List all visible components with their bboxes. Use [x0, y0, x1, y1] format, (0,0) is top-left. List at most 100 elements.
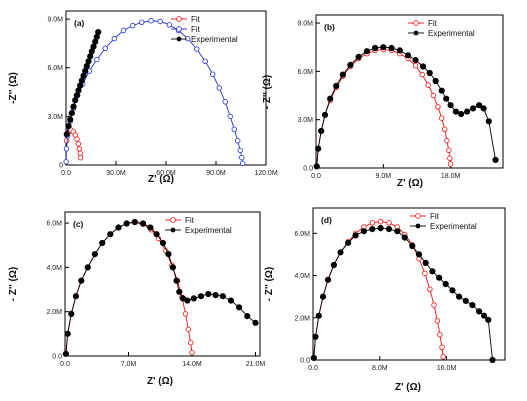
data-point: [422, 259, 429, 266]
plot-frame: [64, 211, 261, 357]
y-tick-label: 4.0M: [294, 273, 310, 280]
data-point: [330, 261, 337, 269]
data-point: [239, 160, 246, 167]
data-point: [315, 312, 322, 319]
data-point: [485, 118, 492, 125]
data-point: [427, 286, 433, 292]
data-point: [443, 95, 450, 102]
data-point: [227, 297, 235, 304]
data-point: [63, 137, 70, 144]
legend-entry: Experimental: [430, 222, 477, 231]
data-point: [222, 99, 228, 105]
chart-panel-2: 0.0 9.0M 18.0M 0.0 3.0M 6.0M 9.0M Z' (Ω) - Z'' (…: [262, 14, 504, 189]
data-point: [227, 113, 233, 120]
legend-entry: Experimental: [191, 35, 238, 44]
data-point: [194, 46, 200, 52]
data-point: [219, 293, 226, 300]
x-tick-label: 0.0: [60, 361, 70, 368]
x-tick-label: 0.0: [308, 365, 318, 372]
data-point: [431, 302, 437, 308]
data-point: [447, 155, 453, 161]
data-point: [68, 110, 75, 117]
panel-label: (c): [73, 219, 84, 229]
y-axis-label: - Z'' (Ω): [262, 75, 273, 109]
data-point: [244, 313, 251, 320]
data-point: [452, 108, 459, 115]
data-point: [239, 154, 245, 161]
data-point: [333, 82, 340, 90]
data-point: [401, 234, 408, 241]
data-point: [65, 123, 72, 130]
data-point: [476, 102, 483, 109]
data-point: [355, 53, 362, 61]
data-point: [439, 344, 445, 350]
legend-entry: Fit: [191, 25, 201, 34]
data-point: [182, 311, 189, 317]
y-axis-label: -Z'' (Ω): [8, 72, 19, 104]
data-point: [111, 35, 117, 42]
series-fit-red: [311, 218, 446, 361]
data-point: [442, 126, 448, 132]
x-axis-label: Z' (Ω): [148, 174, 174, 185]
data-point: [231, 126, 237, 132]
series-exp: [63, 28, 102, 138]
data-point: [425, 82, 431, 88]
legend-marker: [170, 227, 176, 233]
data-point: [327, 95, 334, 102]
x-axis-label: Z' (Ω): [395, 382, 421, 393]
data-point: [312, 333, 319, 340]
series-line: [316, 49, 452, 167]
data-point: [415, 251, 423, 258]
data-point: [409, 242, 416, 250]
data-point: [185, 326, 191, 333]
legend-marker: [176, 36, 182, 42]
data-point: [72, 293, 80, 300]
x-tick-label: 0.0: [61, 170, 71, 177]
y-tick-label: 0.0: [300, 358, 310, 365]
data-point: [131, 218, 138, 226]
data-point: [385, 226, 393, 233]
data-point: [77, 150, 83, 156]
data-point: [139, 220, 147, 227]
x-tick-label: 14.0M: [182, 361, 202, 368]
y-axis-label: - Z'' (Ω): [264, 267, 275, 301]
data-point: [190, 295, 197, 302]
legend-marker: [176, 16, 182, 22]
data-point: [319, 293, 327, 300]
data-point: [153, 231, 160, 238]
legend-marker: [413, 30, 419, 36]
data-point: [339, 71, 346, 78]
panel-label: (d): [321, 215, 332, 225]
data-point: [438, 87, 445, 94]
data-point: [184, 297, 191, 304]
data-point: [176, 288, 183, 295]
data-point: [430, 92, 437, 99]
x-tick-label: 9.0M: [376, 173, 392, 180]
chart-panel-4: 0.0 8.0M 16.0M 0.0 2.0M 4.0M 6.0M Z' (Ω) - Z'' (…: [264, 207, 506, 393]
data-point: [67, 116, 74, 123]
data-point: [310, 354, 317, 361]
series-exp: [310, 225, 496, 364]
data-point: [437, 332, 443, 338]
y-tick-label: 6.0M: [297, 69, 313, 76]
data-point: [63, 159, 69, 165]
data-point: [236, 304, 243, 311]
legend-entry: Experimental: [428, 29, 475, 38]
data-point: [209, 71, 216, 77]
data-point: [84, 264, 91, 271]
series-line: [316, 46, 496, 167]
x-tick-label: 120.0M: [254, 170, 278, 177]
data-point: [352, 232, 359, 239]
data-point: [476, 308, 483, 315]
data-point: [462, 297, 469, 304]
legend-entry: Fit: [191, 15, 201, 24]
data-point: [212, 292, 219, 299]
data-point: [252, 319, 259, 326]
legend-entry: Experimental: [185, 226, 232, 235]
data-point: [429, 268, 436, 275]
data-point: [107, 231, 114, 238]
series-exp: [62, 218, 259, 357]
